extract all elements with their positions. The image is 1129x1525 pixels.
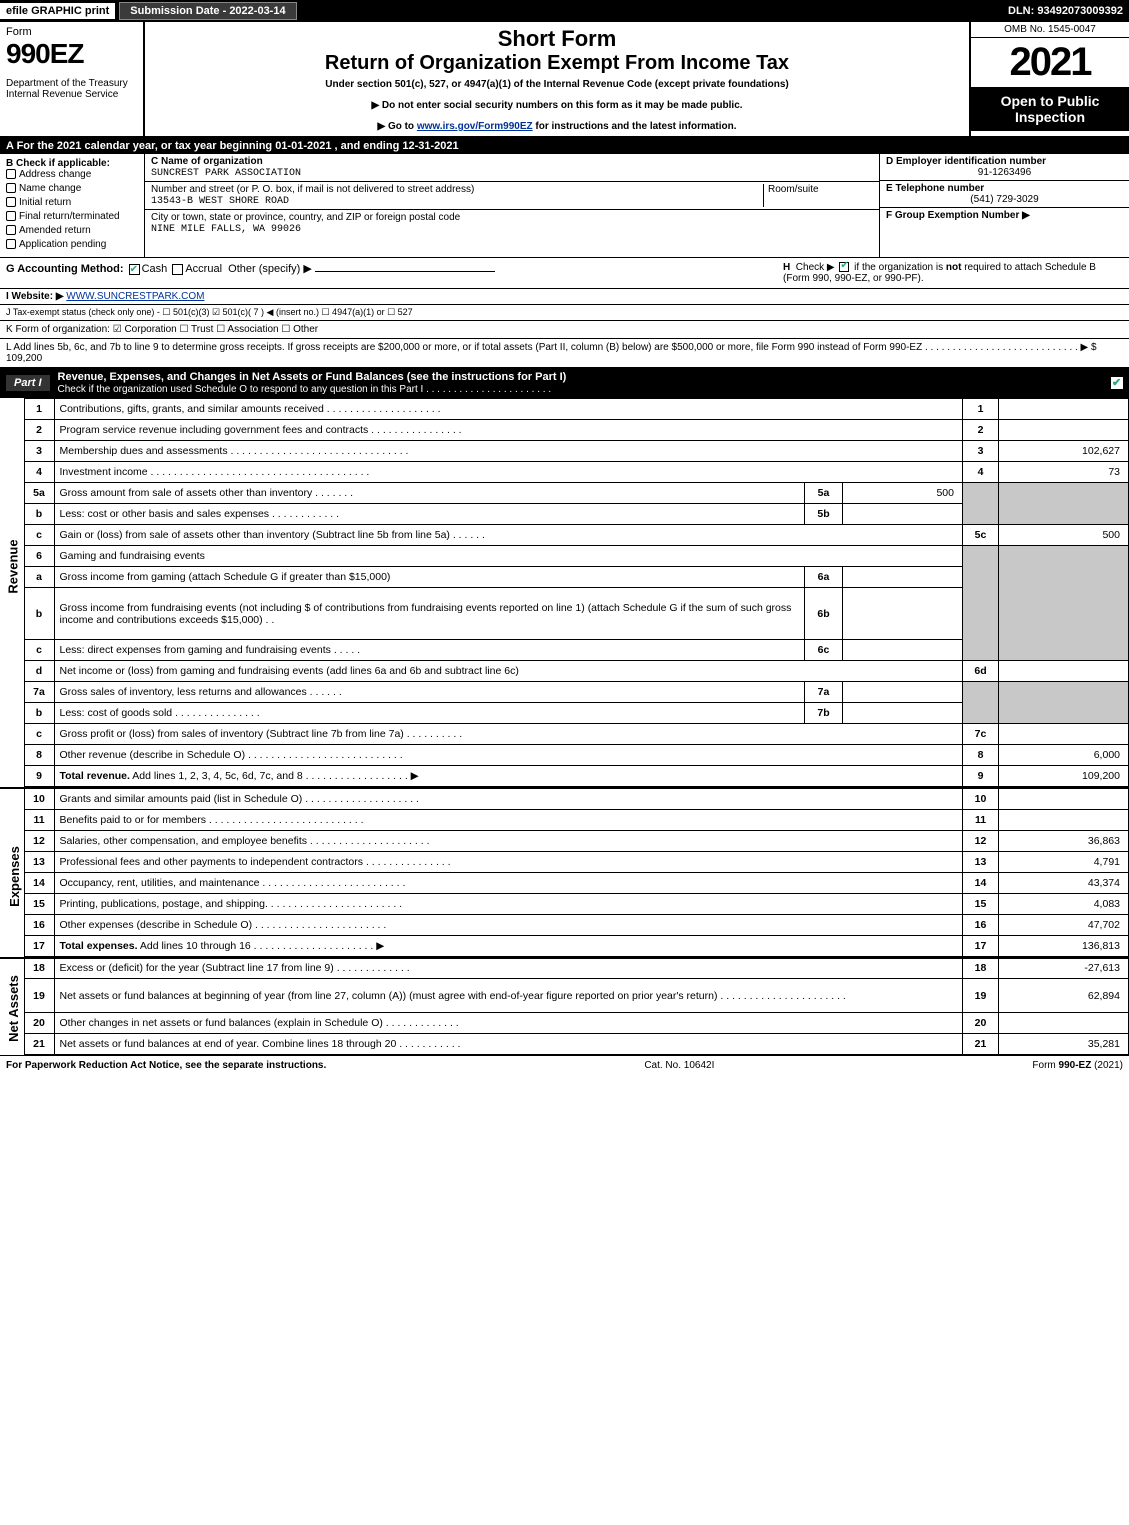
expenses-table: Expenses 10 Grants and similar amounts p… bbox=[0, 787, 1129, 957]
city-cell: City or town, state or province, country… bbox=[145, 210, 879, 237]
col-b: B Check if applicable: Address change Na… bbox=[0, 154, 145, 257]
netassets-sidelabel: Net Assets bbox=[0, 958, 24, 1055]
ein-cell: D Employer identification number 91-1263… bbox=[880, 154, 1129, 181]
line-a: A For the 2021 calendar year, or tax yea… bbox=[0, 138, 1129, 154]
goto-note: ▶ Go to www.irs.gov/Form990EZ for instru… bbox=[153, 121, 961, 132]
col-c: C Name of organization SUNCREST PARK ASS… bbox=[145, 154, 879, 257]
phone-lbl: E Telephone number bbox=[886, 183, 1123, 194]
footer-center: Cat. No. 10642I bbox=[644, 1060, 714, 1071]
goto-post: for instructions and the latest informat… bbox=[533, 121, 737, 132]
short-form-title: Short Form bbox=[153, 26, 961, 52]
ein-lbl: D Employer identification number bbox=[886, 156, 1123, 167]
line-k: K Form of organization: ☑ Corporation ☐ … bbox=[0, 321, 1129, 339]
header-left: Form 990EZ Department of the Treasury In… bbox=[0, 22, 145, 136]
net-assets-end-amt: 35,281 bbox=[999, 1034, 1129, 1055]
chk-amended[interactable]: Amended return bbox=[6, 225, 138, 236]
revenue-sidelabel: Revenue bbox=[0, 399, 24, 745]
group-cell: F Group Exemption Number ▶ bbox=[880, 208, 1129, 223]
submission-date: Submission Date - 2022-03-14 bbox=[119, 2, 296, 20]
chk-pending[interactable]: Application pending bbox=[6, 239, 138, 250]
line-1-amt bbox=[999, 399, 1129, 420]
footer-right: Form 990-EZ (2021) bbox=[1032, 1060, 1123, 1071]
dln-label: DLN: 93492073009392 bbox=[1008, 5, 1129, 17]
phone-val: (541) 729-3029 bbox=[886, 194, 1123, 205]
org-name-cell: C Name of organization SUNCREST PARK ASS… bbox=[145, 154, 879, 182]
netassets-table: Net Assets 18 Excess or (deficit) for th… bbox=[0, 957, 1129, 1056]
part1-check-icon[interactable] bbox=[1111, 377, 1123, 389]
revenue-table: Revenue 1 Contributions, gifts, grants, … bbox=[0, 398, 1129, 787]
section-bcd: B Check if applicable: Address change Na… bbox=[0, 154, 1129, 258]
open-inspection: Open to Public Inspection bbox=[971, 87, 1129, 131]
line-g: G Accounting Method: Cash Accrual Other … bbox=[0, 258, 1129, 289]
goto-pre: ▶ Go to bbox=[377, 121, 416, 132]
expenses-sidelabel: Expenses bbox=[0, 788, 24, 956]
total-expenses-amt: 136,813 bbox=[999, 935, 1129, 956]
part1-title: Revenue, Expenses, and Changes in Net As… bbox=[58, 371, 567, 395]
part1-bar: Part I Revenue, Expenses, and Changes in… bbox=[0, 368, 1129, 398]
col-d: D Employer identification number 91-1263… bbox=[879, 154, 1129, 257]
room-lbl: Room/suite bbox=[768, 184, 873, 195]
tax-year: 2021 bbox=[971, 38, 1129, 87]
line-1-desc: Contributions, gifts, grants, and simila… bbox=[54, 399, 963, 420]
return-title: Return of Organization Exempt From Incom… bbox=[153, 52, 961, 75]
header-mid: Short Form Return of Organization Exempt… bbox=[145, 22, 969, 136]
form-word: Form bbox=[6, 26, 137, 38]
org-name-lbl: C Name of organization bbox=[151, 156, 873, 167]
chk-name[interactable]: Name change bbox=[6, 183, 138, 194]
street-val: 13543-B WEST SHORE ROAD bbox=[151, 196, 763, 207]
header-right: OMB No. 1545-0047 2021 Open to Public In… bbox=[969, 22, 1129, 136]
org-name-val: SUNCREST PARK ASSOCIATION bbox=[151, 168, 873, 179]
line-i: I Website: ▶ WWW.SUNCRESTPARK.COM bbox=[0, 289, 1129, 305]
chk-address[interactable]: Address change bbox=[6, 169, 138, 180]
street-cell: Number and street (or P. O. box, if mail… bbox=[145, 182, 879, 210]
under-section: Under section 501(c), 527, or 4947(a)(1)… bbox=[153, 79, 961, 90]
city-lbl: City or town, state or province, country… bbox=[151, 212, 873, 223]
ssn-note: ▶ Do not enter social security numbers o… bbox=[153, 100, 961, 111]
line-j: J Tax-exempt status (check only one) - ☐… bbox=[0, 305, 1129, 321]
g-lbl: G Accounting Method: bbox=[6, 263, 124, 275]
chk-accrual[interactable] bbox=[172, 264, 183, 275]
ein-val: 91-1263496 bbox=[886, 167, 1123, 178]
top-bar: efile GRAPHIC print Submission Date - 20… bbox=[0, 0, 1129, 22]
page-footer: For Paperwork Reduction Act Notice, see … bbox=[0, 1055, 1129, 1075]
group-lbl: F Group Exemption Number ▶ bbox=[886, 210, 1030, 221]
city-val: NINE MILE FALLS, WA 99026 bbox=[151, 224, 873, 235]
chk-cash[interactable] bbox=[129, 264, 140, 275]
chk-initial[interactable]: Initial return bbox=[6, 197, 138, 208]
footer-left: For Paperwork Reduction Act Notice, see … bbox=[6, 1060, 326, 1071]
h-right: H Check ▶ if the organization is not req… bbox=[783, 262, 1123, 284]
irs-link[interactable]: www.irs.gov/Form990EZ bbox=[417, 121, 533, 132]
total-revenue-amt: 109,200 bbox=[999, 766, 1129, 787]
part1-tab: Part I bbox=[6, 375, 50, 391]
phone-cell: E Telephone number (541) 729-3029 bbox=[880, 181, 1129, 208]
omb-number: OMB No. 1545-0047 bbox=[971, 22, 1129, 38]
form-number: 990EZ bbox=[6, 38, 137, 70]
chk-final[interactable]: Final return/terminated bbox=[6, 211, 138, 222]
website-lbl: I Website: ▶ bbox=[6, 291, 64, 302]
b-title: B Check if applicable: bbox=[6, 158, 138, 169]
street-lbl: Number and street (or P. O. box, if mail… bbox=[151, 184, 763, 195]
website-link[interactable]: WWW.SUNCRESTPARK.COM bbox=[66, 291, 204, 302]
dept-label: Department of the Treasury Internal Reve… bbox=[6, 78, 137, 100]
efile-label[interactable]: efile GRAPHIC print bbox=[0, 3, 115, 19]
line-3-amt: 102,627 bbox=[999, 441, 1129, 462]
form-header: Form 990EZ Department of the Treasury In… bbox=[0, 22, 1129, 138]
chk-h[interactable] bbox=[839, 262, 849, 272]
g-left: G Accounting Method: Cash Accrual Other … bbox=[6, 262, 783, 284]
line-l: L Add lines 5b, 6c, and 7b to line 9 to … bbox=[0, 339, 1129, 368]
